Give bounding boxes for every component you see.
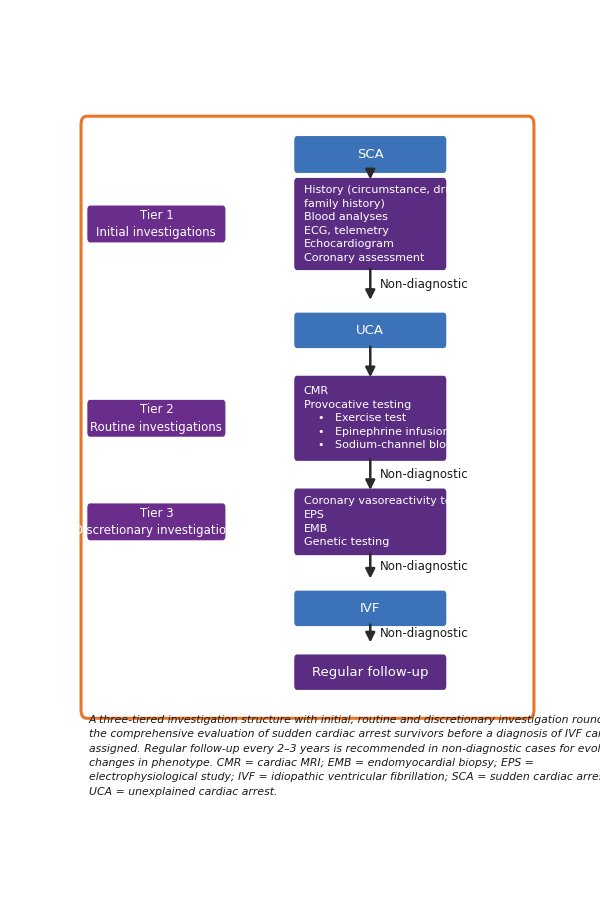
FancyBboxPatch shape xyxy=(294,136,446,173)
FancyBboxPatch shape xyxy=(88,205,226,242)
FancyBboxPatch shape xyxy=(88,504,226,541)
FancyBboxPatch shape xyxy=(294,376,446,460)
Text: UCA: UCA xyxy=(356,324,384,337)
FancyBboxPatch shape xyxy=(294,488,446,555)
Text: Tier 2
Routine investigations: Tier 2 Routine investigations xyxy=(91,403,223,434)
Text: A three-tiered investigation structure with initial, routine and discretionary i: A three-tiered investigation structure w… xyxy=(89,715,600,797)
Text: Non-diagnostic: Non-diagnostic xyxy=(380,468,468,481)
FancyBboxPatch shape xyxy=(81,116,534,718)
Text: Non-diagnostic: Non-diagnostic xyxy=(380,560,468,573)
FancyBboxPatch shape xyxy=(294,655,446,690)
FancyBboxPatch shape xyxy=(294,312,446,348)
Text: CMR
Provocative testing
    •   Exercise test
    •   Epinephrine infusion
    •: CMR Provocative testing • Exercise test … xyxy=(304,386,479,450)
FancyBboxPatch shape xyxy=(294,590,446,626)
Text: Regular follow-up: Regular follow-up xyxy=(312,666,428,679)
Text: IVF: IVF xyxy=(360,601,380,615)
Text: Tier 3
Discretionary investigations: Tier 3 Discretionary investigations xyxy=(74,507,239,537)
Text: Non-diagnostic: Non-diagnostic xyxy=(380,278,468,291)
FancyBboxPatch shape xyxy=(88,400,226,437)
Text: Tier 1
Initial investigations: Tier 1 Initial investigations xyxy=(97,209,216,239)
Text: History (circumstance, drugs,
family history)
Blood analyses
ECG, telemetry
Echo: History (circumstance, drugs, family his… xyxy=(304,185,468,263)
Text: Non-diagnostic: Non-diagnostic xyxy=(380,627,468,640)
FancyBboxPatch shape xyxy=(294,178,446,270)
Text: SCA: SCA xyxy=(357,148,383,161)
Text: Coronary vasoreactivity testing
EPS
EMB
Genetic testing: Coronary vasoreactivity testing EPS EMB … xyxy=(304,496,479,547)
